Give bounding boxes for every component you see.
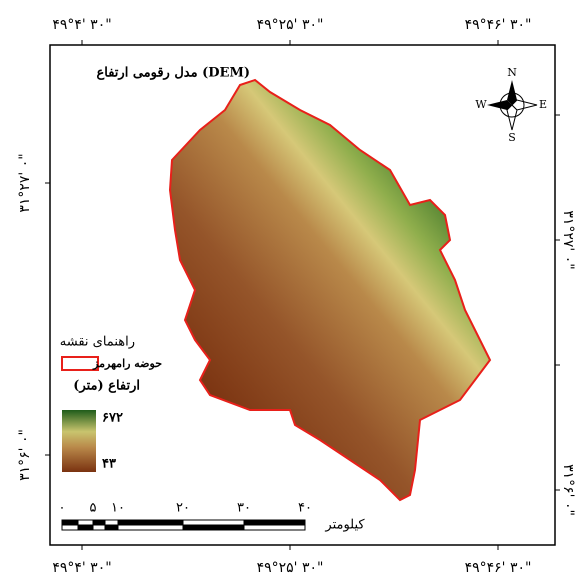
bottom-coord: ۴۹°۴' ۳۰" bbox=[52, 560, 111, 576]
right-coord: ۳۱°۶' ۰" bbox=[560, 464, 576, 516]
bottom-coord: ۴۹°۴۶' ۳۰" bbox=[465, 560, 532, 576]
scale-tick-label: ۰ bbox=[59, 501, 66, 516]
top-coord: ۴۹°۴۶' ۳۰" bbox=[465, 17, 532, 33]
east-label: E bbox=[539, 98, 547, 111]
legend-title: راهنمای نقشه bbox=[60, 335, 135, 350]
map-page: مدل رقومی ارتفاع (DEM) N S E W راهنمای ن… bbox=[0, 0, 584, 586]
south-label: S bbox=[508, 131, 516, 144]
scale-unit: کیلومتر bbox=[324, 518, 365, 533]
scale-bar bbox=[62, 520, 305, 530]
elevation-min: ۴۳ bbox=[102, 457, 116, 472]
west-label: W bbox=[475, 98, 487, 111]
top-coord: ۴۹°۲۵' ۳۰" bbox=[257, 17, 324, 33]
scale-tick-label: ۴۰ bbox=[298, 501, 312, 516]
scale-tick-label: ۵ bbox=[90, 501, 97, 516]
scale-tick-label: ۲۰ bbox=[176, 501, 190, 516]
elevation-ramp bbox=[62, 410, 96, 472]
legend-basin: حوضه رامهرمز bbox=[92, 357, 162, 370]
elevation-max: ۶۷۲ bbox=[102, 411, 123, 426]
bottom-coord: ۴۹°۲۵' ۳۰" bbox=[257, 560, 324, 576]
map-title: مدل رقومی ارتفاع (DEM) bbox=[97, 66, 251, 81]
legend-elevation-title: ارتفاع (متر) bbox=[73, 379, 140, 394]
scale-tick-label: ۱۰ bbox=[111, 501, 125, 516]
left-coord: ۳۱°۲۷' ۰" bbox=[17, 153, 33, 212]
left-coord: ۳۱°۶' ۰" bbox=[17, 429, 33, 481]
top-coord: ۴۹°۴' ۳۰" bbox=[52, 17, 111, 33]
north-label: N bbox=[507, 66, 517, 79]
right-coord: ۳۱°۲۷' ۰" bbox=[560, 210, 576, 269]
scale-tick-label: ۳۰ bbox=[237, 501, 251, 516]
